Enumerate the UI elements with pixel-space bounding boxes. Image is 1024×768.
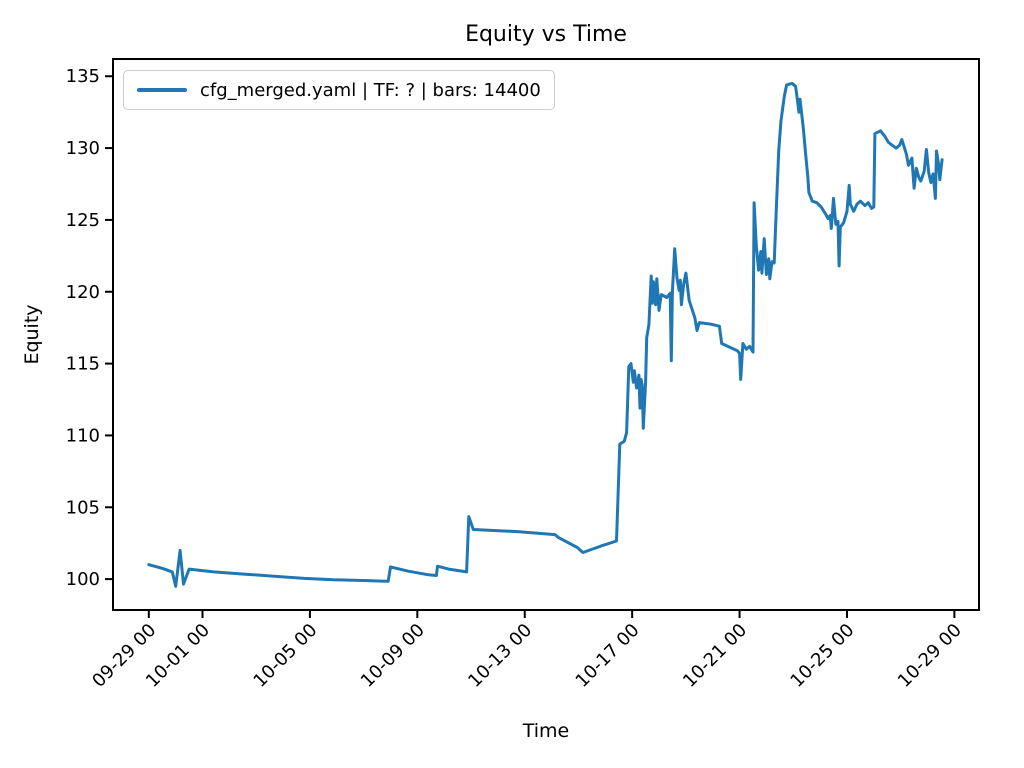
y-tick-label: 100	[66, 569, 100, 590]
x-tick-label: 10-05 00	[249, 620, 321, 692]
y-tick-label: 110	[66, 425, 100, 446]
y-tick-label: 125	[66, 210, 100, 231]
y-tick-label: 130	[66, 138, 100, 159]
y-tick-label: 115	[66, 354, 100, 375]
y-axis-label: Equity	[21, 304, 43, 364]
y-tick-label: 120	[66, 282, 100, 303]
x-tick-label: 10-09 00	[357, 620, 429, 692]
x-axis-label: Time	[522, 720, 570, 742]
y-axis-ticks: 100 105 110 115 120 125 130 135	[66, 66, 113, 590]
chart-title: Equity vs Time	[465, 22, 627, 47]
x-tick-label: 10-17 00	[572, 620, 644, 692]
x-tick-label: 10-21 00	[679, 620, 751, 692]
equity-line-series	[147, 81, 944, 588]
plot-border	[112, 58, 980, 611]
legend-line-sample	[137, 88, 187, 92]
x-tick-label: 10-13 00	[464, 620, 536, 692]
legend-label: cfg_merged.yaml | TF: ? | bars: 14400	[200, 79, 541, 101]
legend: cfg_merged.yaml | TF: ? | bars: 14400	[123, 70, 555, 110]
x-tick-label: 10-25 00	[786, 620, 858, 692]
y-tick-label: 135	[66, 66, 100, 87]
x-tick-label: 10-29 00	[894, 620, 966, 692]
y-tick-label: 105	[66, 497, 100, 518]
